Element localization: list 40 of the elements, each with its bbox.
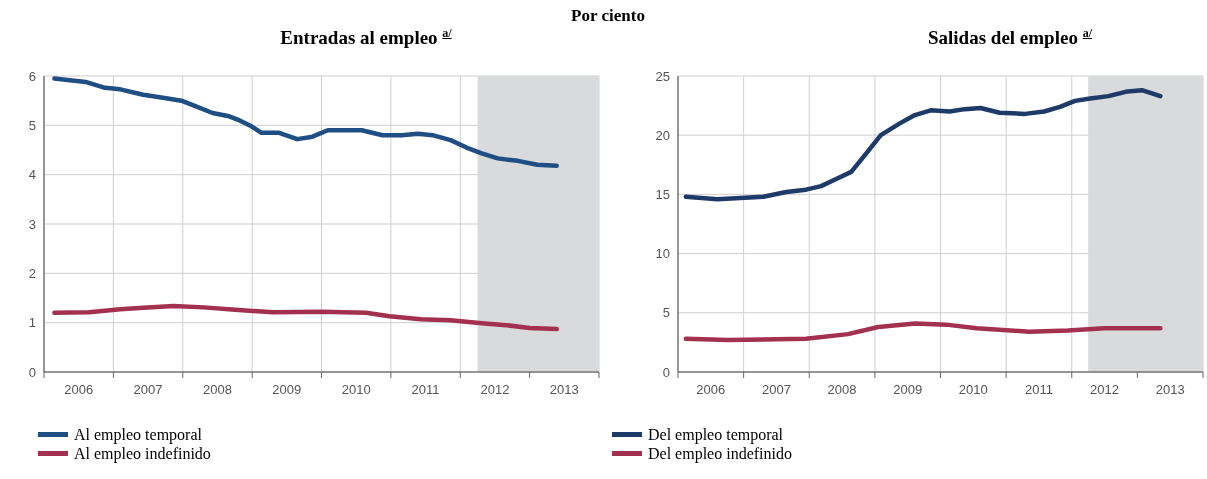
line-series bbox=[52, 76, 559, 169]
y-tick-label: 25 bbox=[655, 68, 670, 84]
line-series bbox=[683, 321, 1163, 343]
x-tick-label: 2007 bbox=[133, 382, 163, 397]
y-tick-label: 3 bbox=[28, 216, 36, 232]
x-tick-label: 2008 bbox=[202, 382, 232, 397]
x-tick-label: 2013 bbox=[549, 382, 579, 397]
legend-label: Al empleo temporal bbox=[74, 425, 202, 444]
x-tick-label: 2011 bbox=[411, 382, 440, 397]
legend-label: Del empleo temporal bbox=[648, 425, 784, 444]
x-tick-label: 2013 bbox=[1155, 382, 1185, 397]
y-tick-label: 5 bbox=[28, 117, 36, 133]
y-tick-label: 4 bbox=[28, 167, 36, 183]
x-tick-label: 2010 bbox=[341, 382, 371, 397]
x-tick-label: 2007 bbox=[761, 382, 791, 397]
y-tick-label: 5 bbox=[662, 305, 670, 321]
y-tick-label: 20 bbox=[655, 127, 670, 143]
chart-title: Salidas del empleo $^{a/}$ bbox=[927, 26, 1093, 51]
x-tick-label: 2012 bbox=[480, 382, 510, 397]
line-series bbox=[683, 87, 1163, 202]
y-tick-label: 2 bbox=[28, 265, 36, 281]
chart-title: Entradas al empleo $^{a/}$ bbox=[279, 26, 453, 51]
legend-label: Al empleo indefinido bbox=[74, 444, 211, 463]
x-tick-label: 2009 bbox=[893, 382, 923, 397]
y-tick-label: 6 bbox=[28, 68, 36, 84]
chart-subtitle: Por ciento bbox=[570, 6, 646, 26]
y-tick-label: 1 bbox=[28, 315, 36, 331]
x-tick-label: 2006 bbox=[696, 382, 726, 397]
line-series bbox=[52, 303, 559, 332]
y-tick-label: 0 bbox=[28, 364, 36, 380]
y-tick-label: 10 bbox=[655, 246, 670, 262]
x-tick-label: 2012 bbox=[1090, 382, 1120, 397]
legend-label: Del empleo indefinido bbox=[648, 444, 792, 463]
x-tick-label: 2011 bbox=[1024, 382, 1053, 397]
x-tick-label: 2010 bbox=[958, 382, 988, 397]
x-tick-label: 2008 bbox=[827, 382, 857, 397]
y-tick-label: 15 bbox=[655, 187, 670, 203]
x-tick-label: 2006 bbox=[64, 382, 94, 397]
x-tick-label: 2009 bbox=[272, 382, 302, 397]
y-tick-label: 0 bbox=[662, 364, 670, 380]
